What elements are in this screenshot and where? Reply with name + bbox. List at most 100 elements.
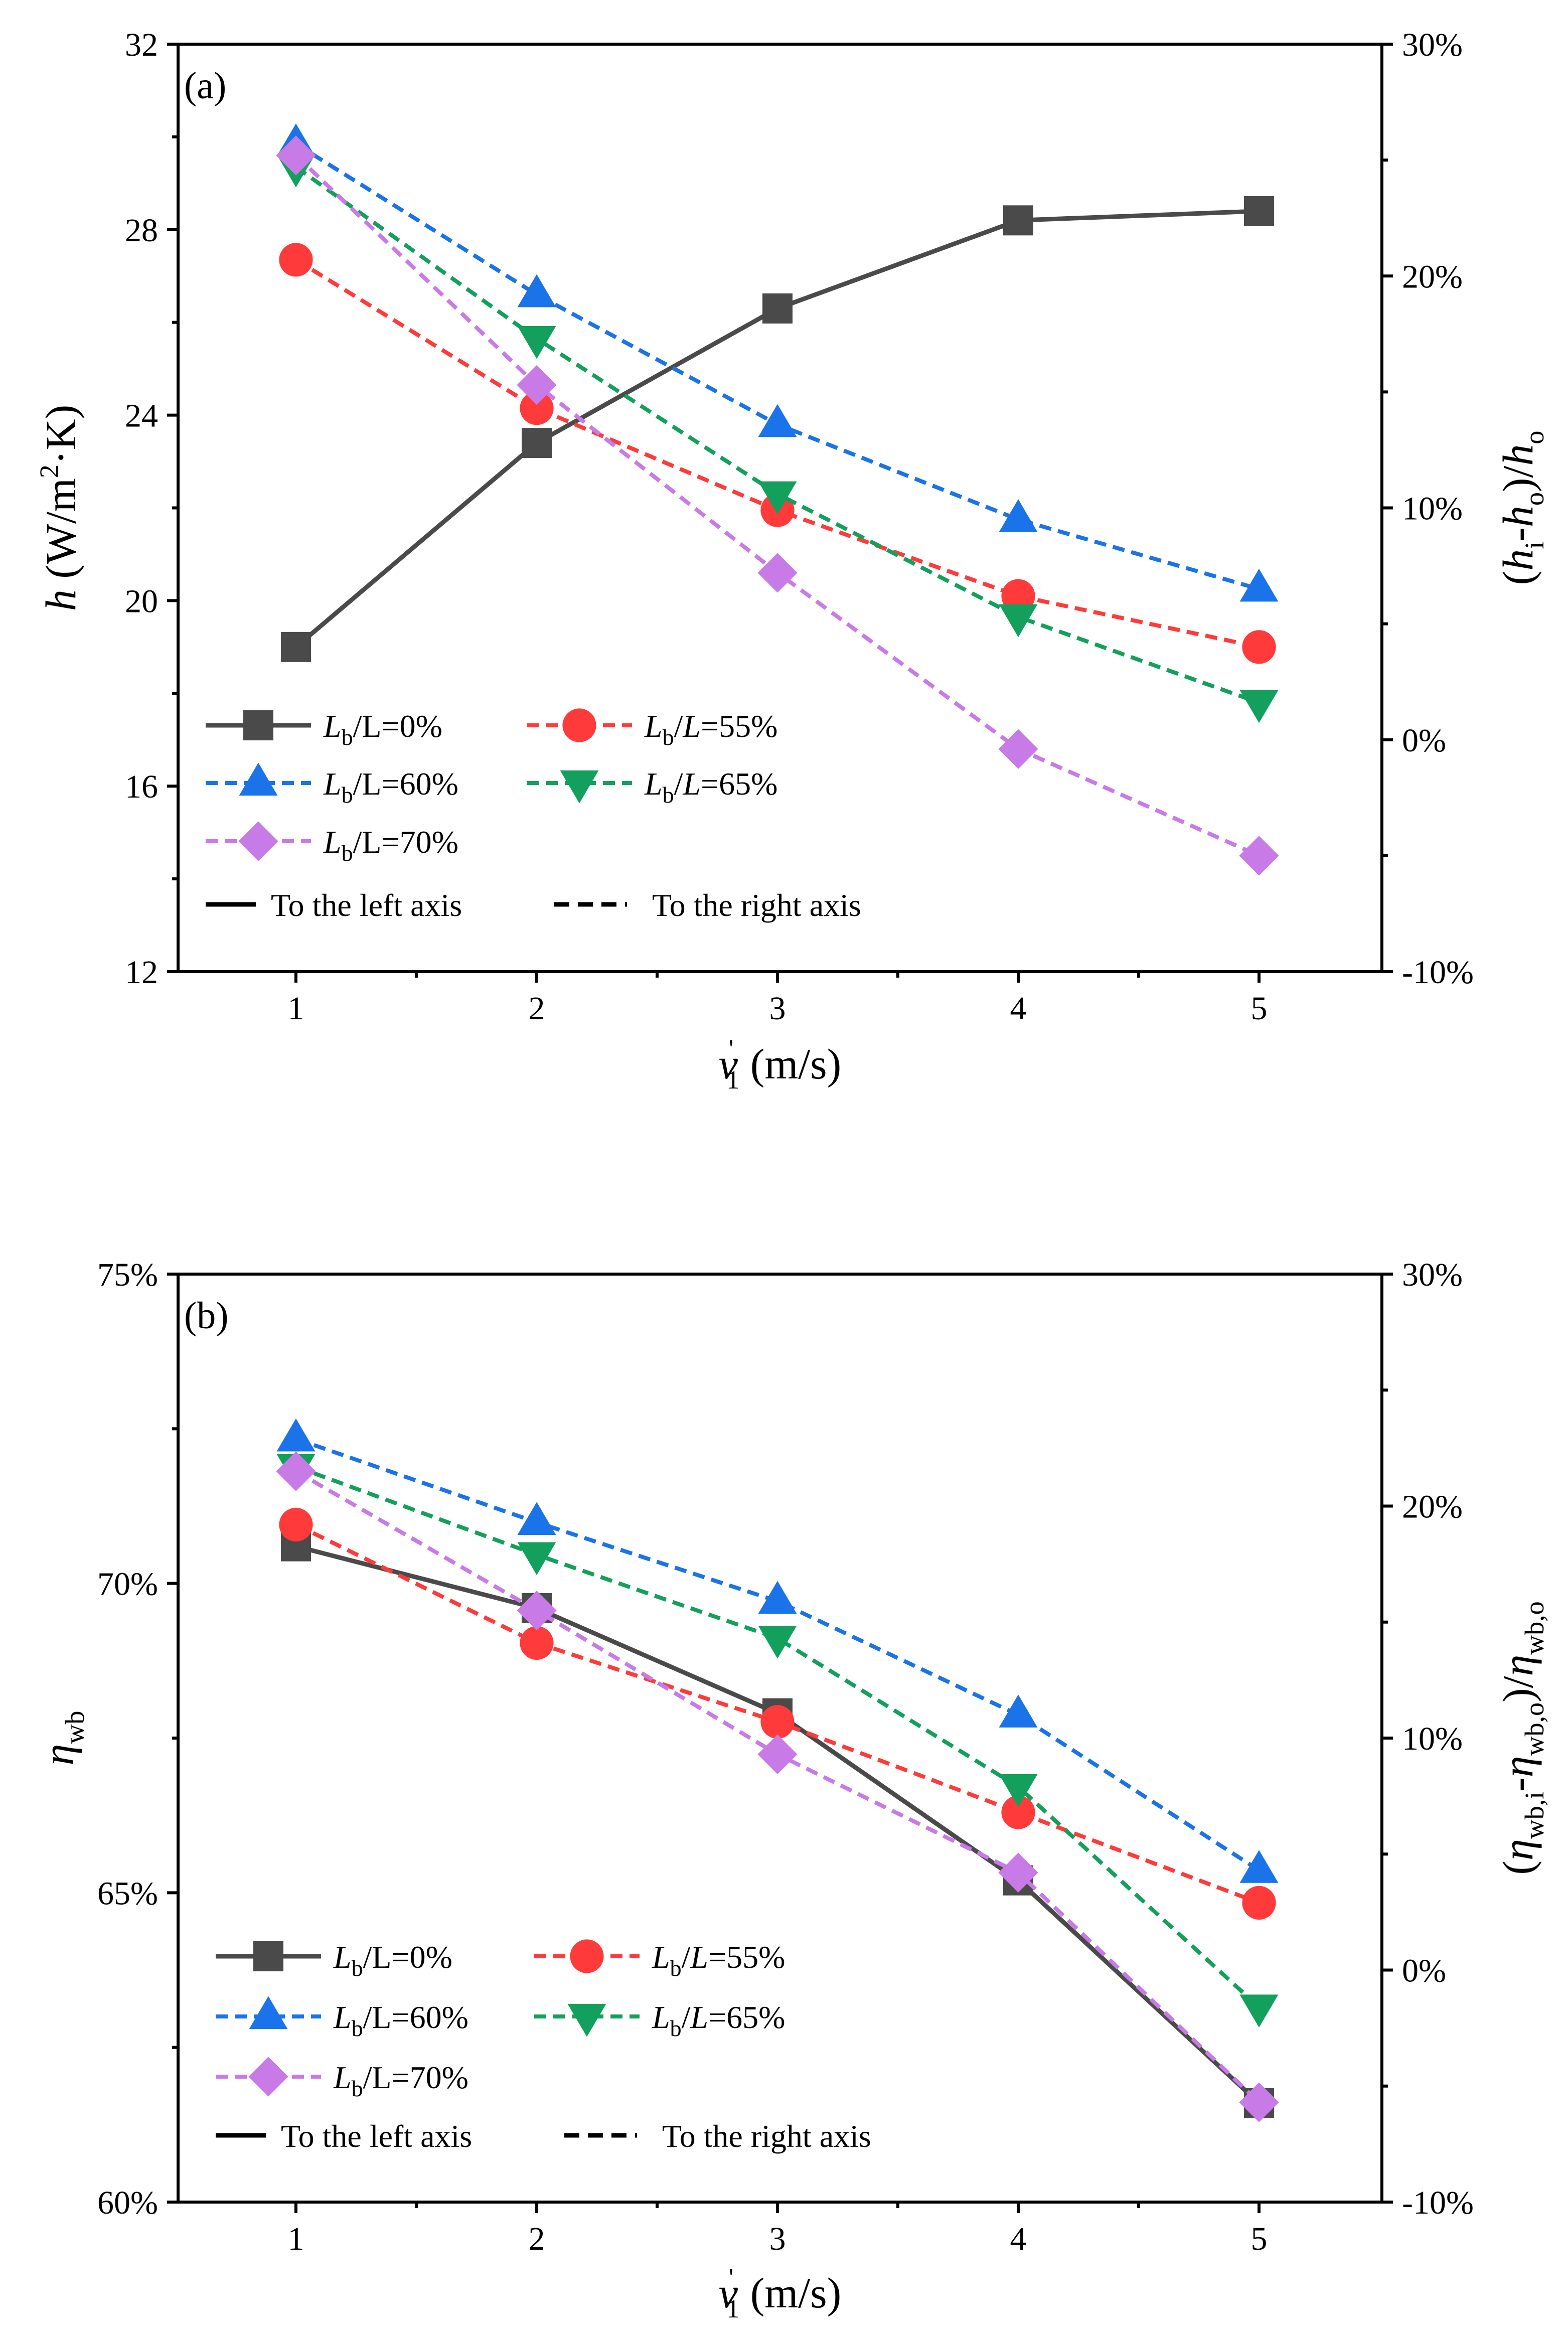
y-right-label-sub: wb,o — [1519, 1601, 1549, 1655]
data-point — [758, 481, 797, 515]
legend-entry: Lb/L=65% — [644, 766, 777, 808]
y-left-tick-label: 65% — [97, 1875, 158, 1912]
legend-marker — [560, 770, 599, 804]
x-label-var: v — [719, 1040, 738, 1088]
data-point — [517, 1591, 557, 1631]
y-right-label-var: h — [1494, 444, 1542, 466]
x-tick-label: 4 — [1010, 990, 1027, 1027]
y-left-tick-label: 60% — [97, 2185, 158, 2221]
legend-entry: Lb/L=0% — [323, 708, 442, 750]
legend-sub: b — [352, 1955, 363, 1981]
legend-sub: b — [342, 724, 353, 750]
legend-var: L — [333, 1939, 352, 1975]
y-right-label-paren: ( — [1494, 1860, 1542, 1875]
legend-text: =55% — [701, 708, 777, 744]
y-right-tick-label: 30% — [1402, 1257, 1463, 1293]
y-right-label-var: h — [1494, 549, 1542, 571]
y-right-axis-label: (hi-ho)/ho — [1494, 431, 1549, 585]
x-label-var: v — [719, 2269, 738, 2317]
series-line — [295, 1465, 1261, 2009]
legend-marker — [243, 710, 273, 740]
y-right-label-var: η — [1494, 1655, 1542, 1676]
series-Lb/L=0% — [281, 196, 1274, 662]
x-label-sup: ' — [729, 1035, 733, 1063]
legend-text: /L=0% — [363, 1939, 452, 1975]
legend-entry: Lb/L=55% — [644, 708, 777, 750]
legend: Lb/L=0% Lb/L=55%Lb/L=60% Lb/L=65%Lb/L=70%T… — [216, 1939, 871, 2154]
y-left-label-sup: 2 — [34, 464, 64, 478]
data-point — [517, 1542, 556, 1576]
legend-entry: Lb/L=60% — [323, 766, 458, 808]
x-tick-label: 3 — [769, 2221, 786, 2257]
y-right-label-var: η — [1494, 1839, 1542, 1860]
data-point — [279, 243, 313, 277]
legend-var: L — [682, 766, 701, 802]
data-point — [1239, 690, 1279, 723]
legend: Lb/L=0% Lb/L=55%Lb/L=60% Lb/L=65%Lb/L=70%T… — [206, 708, 861, 923]
data-point — [998, 729, 1038, 769]
series-Lb/L=65% — [276, 154, 1279, 723]
x-label-sub: 1 — [726, 2295, 739, 2323]
y-right-label-sub: o — [1519, 431, 1549, 444]
legend-text: / — [674, 766, 683, 802]
legend-text: =55% — [708, 1939, 785, 1975]
data-point — [520, 1626, 554, 1660]
data-point — [1003, 205, 1033, 236]
y-right-tick-label: 10% — [1402, 491, 1463, 527]
x-axis-label: v' 1 (m/s) — [719, 1035, 842, 1095]
y-left-label-unit: (W/m — [37, 478, 85, 589]
x-tick-label: 1 — [288, 990, 304, 1027]
data-point — [999, 499, 1038, 532]
data-point — [1239, 1850, 1279, 1883]
legend-marker — [248, 2057, 288, 2097]
x-tick-label: 5 — [1251, 990, 1268, 1027]
data-point — [758, 404, 797, 437]
data-point — [999, 1774, 1038, 1807]
legend-marker — [239, 762, 278, 796]
data-point — [1001, 1795, 1035, 1829]
y-right-axis-label: (ηwb,i-ηwb,o)/ηwb,o — [1494, 1601, 1549, 1875]
y-right-tick-label: 0% — [1402, 1953, 1446, 1989]
legend-var: L — [652, 1939, 670, 1975]
legend-entry: Lb/L=0% — [333, 1939, 452, 1981]
data-point — [520, 391, 554, 425]
data-point — [1239, 836, 1279, 876]
legend-var: L — [690, 1939, 708, 1975]
x-tick-label: 2 — [529, 2221, 545, 2257]
legend-sub: b — [352, 2076, 363, 2101]
data-point — [276, 135, 316, 176]
x-tick-label: 5 — [1251, 2221, 1268, 2257]
y-right-tick-label: 20% — [1402, 1489, 1463, 1525]
legend-var: L — [333, 2060, 352, 2095]
legend-entry: Lb/L=70% — [333, 2060, 468, 2101]
legend-entry: Lb/L=65% — [652, 1999, 785, 2041]
series-Lb/L=70% — [276, 135, 1279, 876]
x-label-sub: 1 — [726, 1066, 739, 1095]
y-left-label-sub: wb — [60, 1711, 90, 1744]
y-left-axis-label: h (W/m2·K) — [34, 405, 85, 611]
data-point — [998, 1852, 1038, 1893]
y-left-tick-label: 24 — [125, 398, 158, 434]
legend-dashed-label: To the right axis — [652, 887, 861, 923]
data-point — [1239, 2082, 1279, 2122]
legend-entry: Lb/L=60% — [333, 1999, 468, 2041]
legend-var: L — [644, 766, 663, 802]
x-label-unit: (m/s) — [739, 1040, 841, 1088]
y-right-label-op: )/ — [1494, 1676, 1542, 1702]
legend-var: L — [323, 708, 342, 744]
series-Lb/L=60% — [276, 123, 1279, 602]
y-left-label-var: h — [37, 589, 85, 611]
data-point — [276, 1418, 316, 1452]
legend-var: L — [690, 1999, 708, 2035]
legend-text: / — [674, 708, 683, 744]
legend-dashed-label: To the right axis — [662, 2118, 871, 2154]
y-left-tick-label: 28 — [125, 212, 158, 249]
series-Lb/L=70% — [276, 1451, 1279, 2122]
data-point — [757, 553, 798, 593]
y-right-label-op: - — [1494, 1777, 1542, 1792]
y-right-label-sub: wb,o — [1519, 1702, 1549, 1756]
chart-panel-a: 1 2 3 4 5121620242832-10%0%10%20%30%(a)Lb/L=… — [34, 27, 1549, 1095]
legend-sub: b — [342, 782, 353, 808]
legend-sub: b — [663, 782, 674, 808]
